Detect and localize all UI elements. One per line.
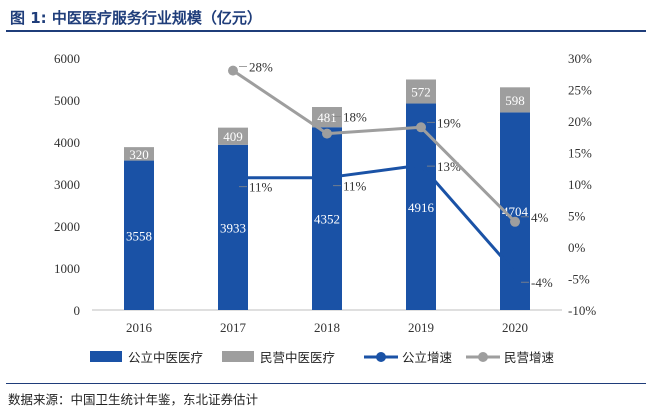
x-tick-label: 2018 — [314, 320, 340, 335]
bar-private — [312, 107, 342, 128]
bar-public-label: 4916 — [408, 200, 435, 215]
x-tick-label: 2017 — [220, 320, 247, 335]
y-right-tick-label: 20% — [568, 114, 592, 129]
bar-public — [312, 127, 342, 310]
y-left-tick-label: 4000 — [54, 135, 80, 150]
public-growth-label: 11% — [343, 179, 367, 194]
legend-label: 民营中医医疗 — [260, 350, 335, 365]
y-right-tick-label: 0% — [568, 240, 586, 255]
bar-private — [406, 79, 436, 104]
y-right-tick-label: 10% — [568, 177, 592, 192]
private-growth-marker — [228, 65, 238, 76]
private-growth-marker — [510, 216, 520, 227]
bar-public-label: 3558 — [126, 228, 152, 243]
legend-label: 民营增速 — [504, 350, 555, 365]
legend-swatch — [90, 351, 122, 362]
line-private-growth — [232, 69, 517, 223]
y-left-tick-label: 1000 — [54, 261, 80, 276]
y-left-tick-label: 6000 — [54, 51, 80, 66]
public-growth-label: -4% — [531, 275, 553, 290]
private-growth-marker — [322, 128, 332, 139]
y-right-tick-label: -10% — [568, 303, 596, 318]
x-tick-label: 2016 — [126, 320, 153, 335]
private-growth-label: 28% — [249, 60, 273, 75]
bar-private-label: 598 — [505, 93, 525, 108]
bar-private-label: 409 — [223, 129, 243, 144]
y-left-tick-label: 2000 — [54, 219, 80, 234]
bar-private — [124, 147, 154, 161]
legend-marker — [376, 352, 386, 362]
bar-private-label: 481 — [317, 110, 337, 125]
legend-marker — [478, 352, 488, 362]
figure-title-bar: 图 1: 中医医疗服务行业规模（亿元） — [6, 2, 646, 32]
private-growth-label: 19% — [437, 115, 461, 130]
y-right-tick-label: 30% — [568, 51, 592, 66]
bar-public-label: 3933 — [220, 220, 246, 235]
bar-private-label: 572 — [411, 85, 431, 100]
bar-private — [218, 127, 248, 145]
private-growth-label: 18% — [343, 110, 367, 125]
public-growth-label: 13% — [437, 159, 461, 174]
y-right-tick-label: 5% — [568, 209, 586, 224]
figure-title: 图 1: 中医医疗服务行业规模（亿元） — [10, 9, 262, 27]
private-growth-label: 4% — [531, 210, 549, 225]
legend-swatch — [222, 351, 254, 362]
bar-private — [500, 87, 530, 113]
bar-public — [124, 160, 154, 310]
y-left-tick-label: 3000 — [54, 177, 80, 192]
y-right-tick-label: 15% — [568, 146, 592, 161]
public-growth-label: 11% — [249, 180, 273, 195]
y-right-tick-label: 25% — [568, 83, 592, 98]
source-note: 数据来源：中国卫生统计年鉴，东北证券估计 — [8, 392, 259, 407]
x-tick-label: 2020 — [502, 320, 528, 335]
y-right-tick-label: -5% — [568, 272, 590, 287]
bar-public — [218, 144, 248, 310]
bar-private-label: 320 — [129, 147, 149, 162]
bar-public-label: 4352 — [314, 212, 340, 227]
x-tick-label: 2019 — [408, 320, 434, 335]
legend-label: 公立增速 — [402, 350, 453, 365]
legend-label: 公立中医医疗 — [128, 350, 203, 365]
private-growth-marker — [416, 122, 426, 133]
line-public-growth — [233, 163, 517, 274]
source-bar: 数据来源：中国卫生统计年鉴，东北证券估计 — [6, 383, 646, 409]
y-left-tick-label: 0 — [74, 303, 81, 318]
y-left-tick-label: 5000 — [54, 93, 80, 108]
